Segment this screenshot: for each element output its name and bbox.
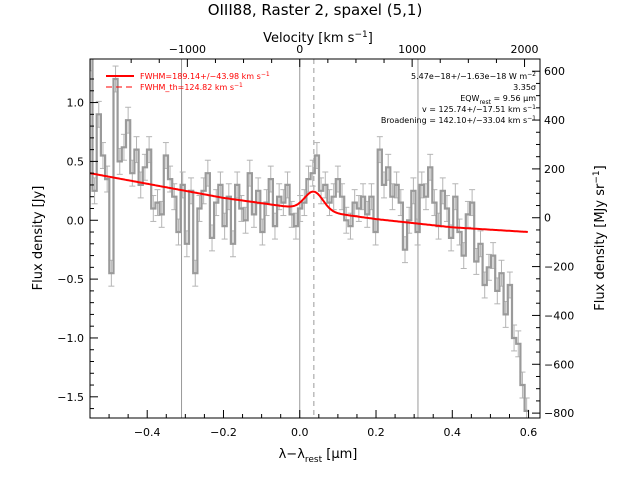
x-axis-label: λ−λrest [μm] <box>279 447 358 465</box>
top-tick-label: 0 <box>296 43 303 56</box>
y-tick-label: −1.5 <box>57 391 84 404</box>
y-axis-label: Flux density [Jy] <box>31 186 46 291</box>
top-tick-label: −1000 <box>169 43 206 56</box>
y-tick-label: −0.5 <box>57 273 84 286</box>
x-tick-label: 0.4 <box>444 426 462 439</box>
annotation-velocity: v = 125.74+/−17.51 km s−1 <box>422 104 536 114</box>
legend-label-fwhm: FWHM=189.14+/−43.98 km s−1 <box>140 71 270 81</box>
right-tick-label: −400 <box>544 309 574 322</box>
top-tick-label: 1000 <box>398 43 426 56</box>
y-tick-label: 1.0 <box>67 97 85 110</box>
annotation-flux: 5.47e−18+/−1.63e−18 W m−2 <box>411 71 536 81</box>
y-tick-label: −1.0 <box>57 332 84 345</box>
right-axis-label: Flux density [MJy sr−1] <box>592 165 608 310</box>
y-tick-label: 0.5 <box>67 155 85 168</box>
data-layer <box>90 59 530 418</box>
model-fit <box>90 172 528 233</box>
axes-layer: −0.4 −0.2 0.0 0.2 0.4 0.6−1000 0 1000 20001.00.5… <box>57 43 574 439</box>
annotation-significance: 3.35σ <box>513 83 536 92</box>
right-tick-label: 600 <box>544 65 565 78</box>
annotation-eqw: EQWrest = 9.56 μm <box>460 94 536 106</box>
plot-frame <box>89 58 541 419</box>
spectrum-data <box>91 59 529 412</box>
fit-annotations: 5.47e−18+/−1.63e−18 W m−2 3.35σ EQWrest … <box>381 71 536 125</box>
right-tick-label: −200 <box>544 261 574 274</box>
x-tick-label: 0.0 <box>291 426 309 439</box>
right-tick-label: −800 <box>544 407 574 420</box>
annotation-broadening: Broadening = 142.10+/−33.04 km s−1 <box>381 115 536 125</box>
legend: FWHM=189.14+/−43.98 km s−1 FWHM_th=124.8… <box>106 71 270 92</box>
y-tick-label: 0.0 <box>67 214 85 227</box>
x-tick-label: 0.2 <box>367 426 385 439</box>
right-tick-label: 0 <box>544 212 551 225</box>
right-tick-label: −600 <box>544 358 574 371</box>
x-tick-label: 0.6 <box>520 426 538 439</box>
chart-title: OIII88, Raster 2, spaxel (5,1) <box>208 1 423 19</box>
right-tick-label: 200 <box>544 163 565 176</box>
top-axis-label: Velocity [km s−1] <box>263 30 373 46</box>
legend-label-fwhm-th: FWHM_th=124.82 km s−1 <box>140 82 243 92</box>
x-tick-label: −0.4 <box>134 426 161 439</box>
x-tick-label: −0.2 <box>210 426 237 439</box>
top-tick-label: 2000 <box>511 43 539 56</box>
right-tick-label: 400 <box>544 114 565 127</box>
